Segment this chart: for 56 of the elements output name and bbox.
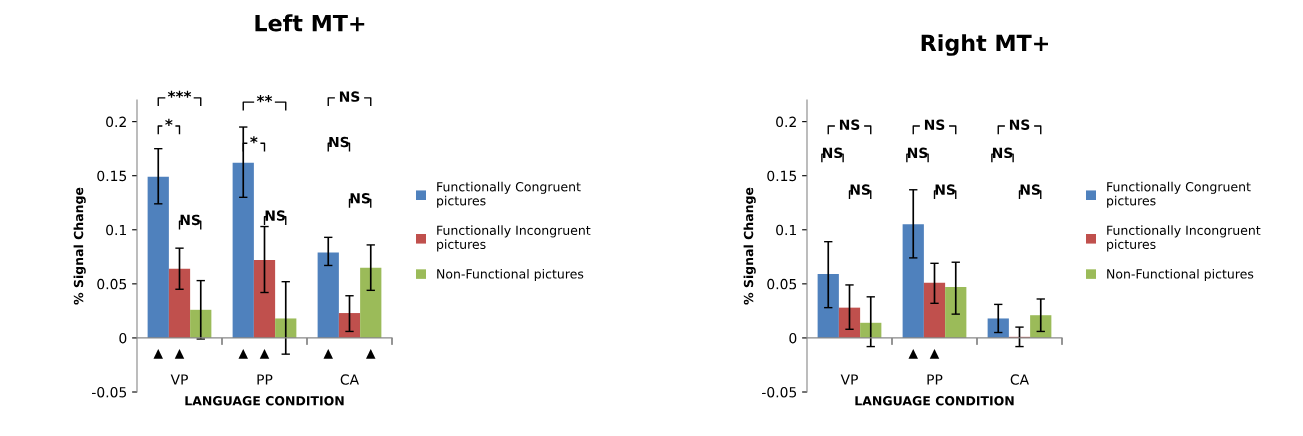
annotation: NS [1020,184,1040,195]
legend-label: Functionally Congruent pictures [1107,181,1251,208]
annotation: NS [180,214,200,226]
annotation: ▲ [153,349,164,359]
annotation: ▲ [908,349,919,359]
x-tick-label: CA [1010,374,1029,385]
annotation: * [165,118,173,126]
legend-label: Non-Functional pictures [437,268,584,282]
annotation: NS [822,147,843,159]
y-tick-label: -0.05 [762,386,797,398]
y-tick-label: 0 [119,332,127,344]
y-tick-label: 0.1 [776,224,796,236]
annotation: ▲ [238,349,249,359]
annotation: NS [350,193,370,204]
annotation: NS [1009,119,1030,130]
annotation: NS [907,147,928,159]
y-tick-label: 0.15 [97,170,127,182]
y-axis-title: % Signal Change [743,187,756,305]
x-axis-title: LANGUAGE CONDITION [855,396,1014,406]
x-axis-title: LANGUAGE CONDITION [185,396,344,406]
chart-title: Left MT+ [255,14,365,32]
y-tick-label: -0.05 [92,386,127,398]
annotation: ▲ [365,349,376,359]
y-tick-label: 0.2 [776,116,796,128]
x-tick-label: PP [257,374,273,385]
annotation: NS [924,119,945,130]
annotation: NS [265,210,285,221]
annotation: NS [339,91,360,102]
annotation: ▲ [174,349,185,359]
x-tick-label: CA [340,374,359,385]
annotation: * [250,136,258,144]
chart-title: Right MT+ [921,34,1048,56]
y-tick-label: 0.05 [767,278,797,290]
annotation: NS [839,119,860,130]
text: *** [167,90,192,98]
y-tick-label: 0 [789,332,797,344]
annotation: NS [935,184,955,195]
x-tick-label: VP [840,374,858,385]
legend-label: Functionally Incongruent pictures [437,225,591,252]
y-tick-label: 0.15 [767,170,797,182]
annotation: ▲ [323,349,334,359]
annotation: NS [329,136,349,148]
y-axis-title: % Signal Change [73,187,86,305]
legend-label: Functionally Congruent pictures [437,181,581,208]
annotation: NS [850,184,870,195]
legend-label: Functionally Incongruent pictures [1107,225,1261,252]
legend-label: Non-Functional pictures [1107,268,1254,282]
annotation: ** [256,95,273,103]
annotation: ▲ [259,349,270,359]
y-tick-label: 0.1 [106,224,126,236]
x-tick-label: VP [170,374,188,385]
y-tick-label: 0.05 [97,278,127,290]
annotation: NS [992,147,1013,159]
annotation: ▲ [929,349,940,359]
y-tick-label: 0.2 [106,116,126,128]
x-tick-label: PP [927,374,943,385]
